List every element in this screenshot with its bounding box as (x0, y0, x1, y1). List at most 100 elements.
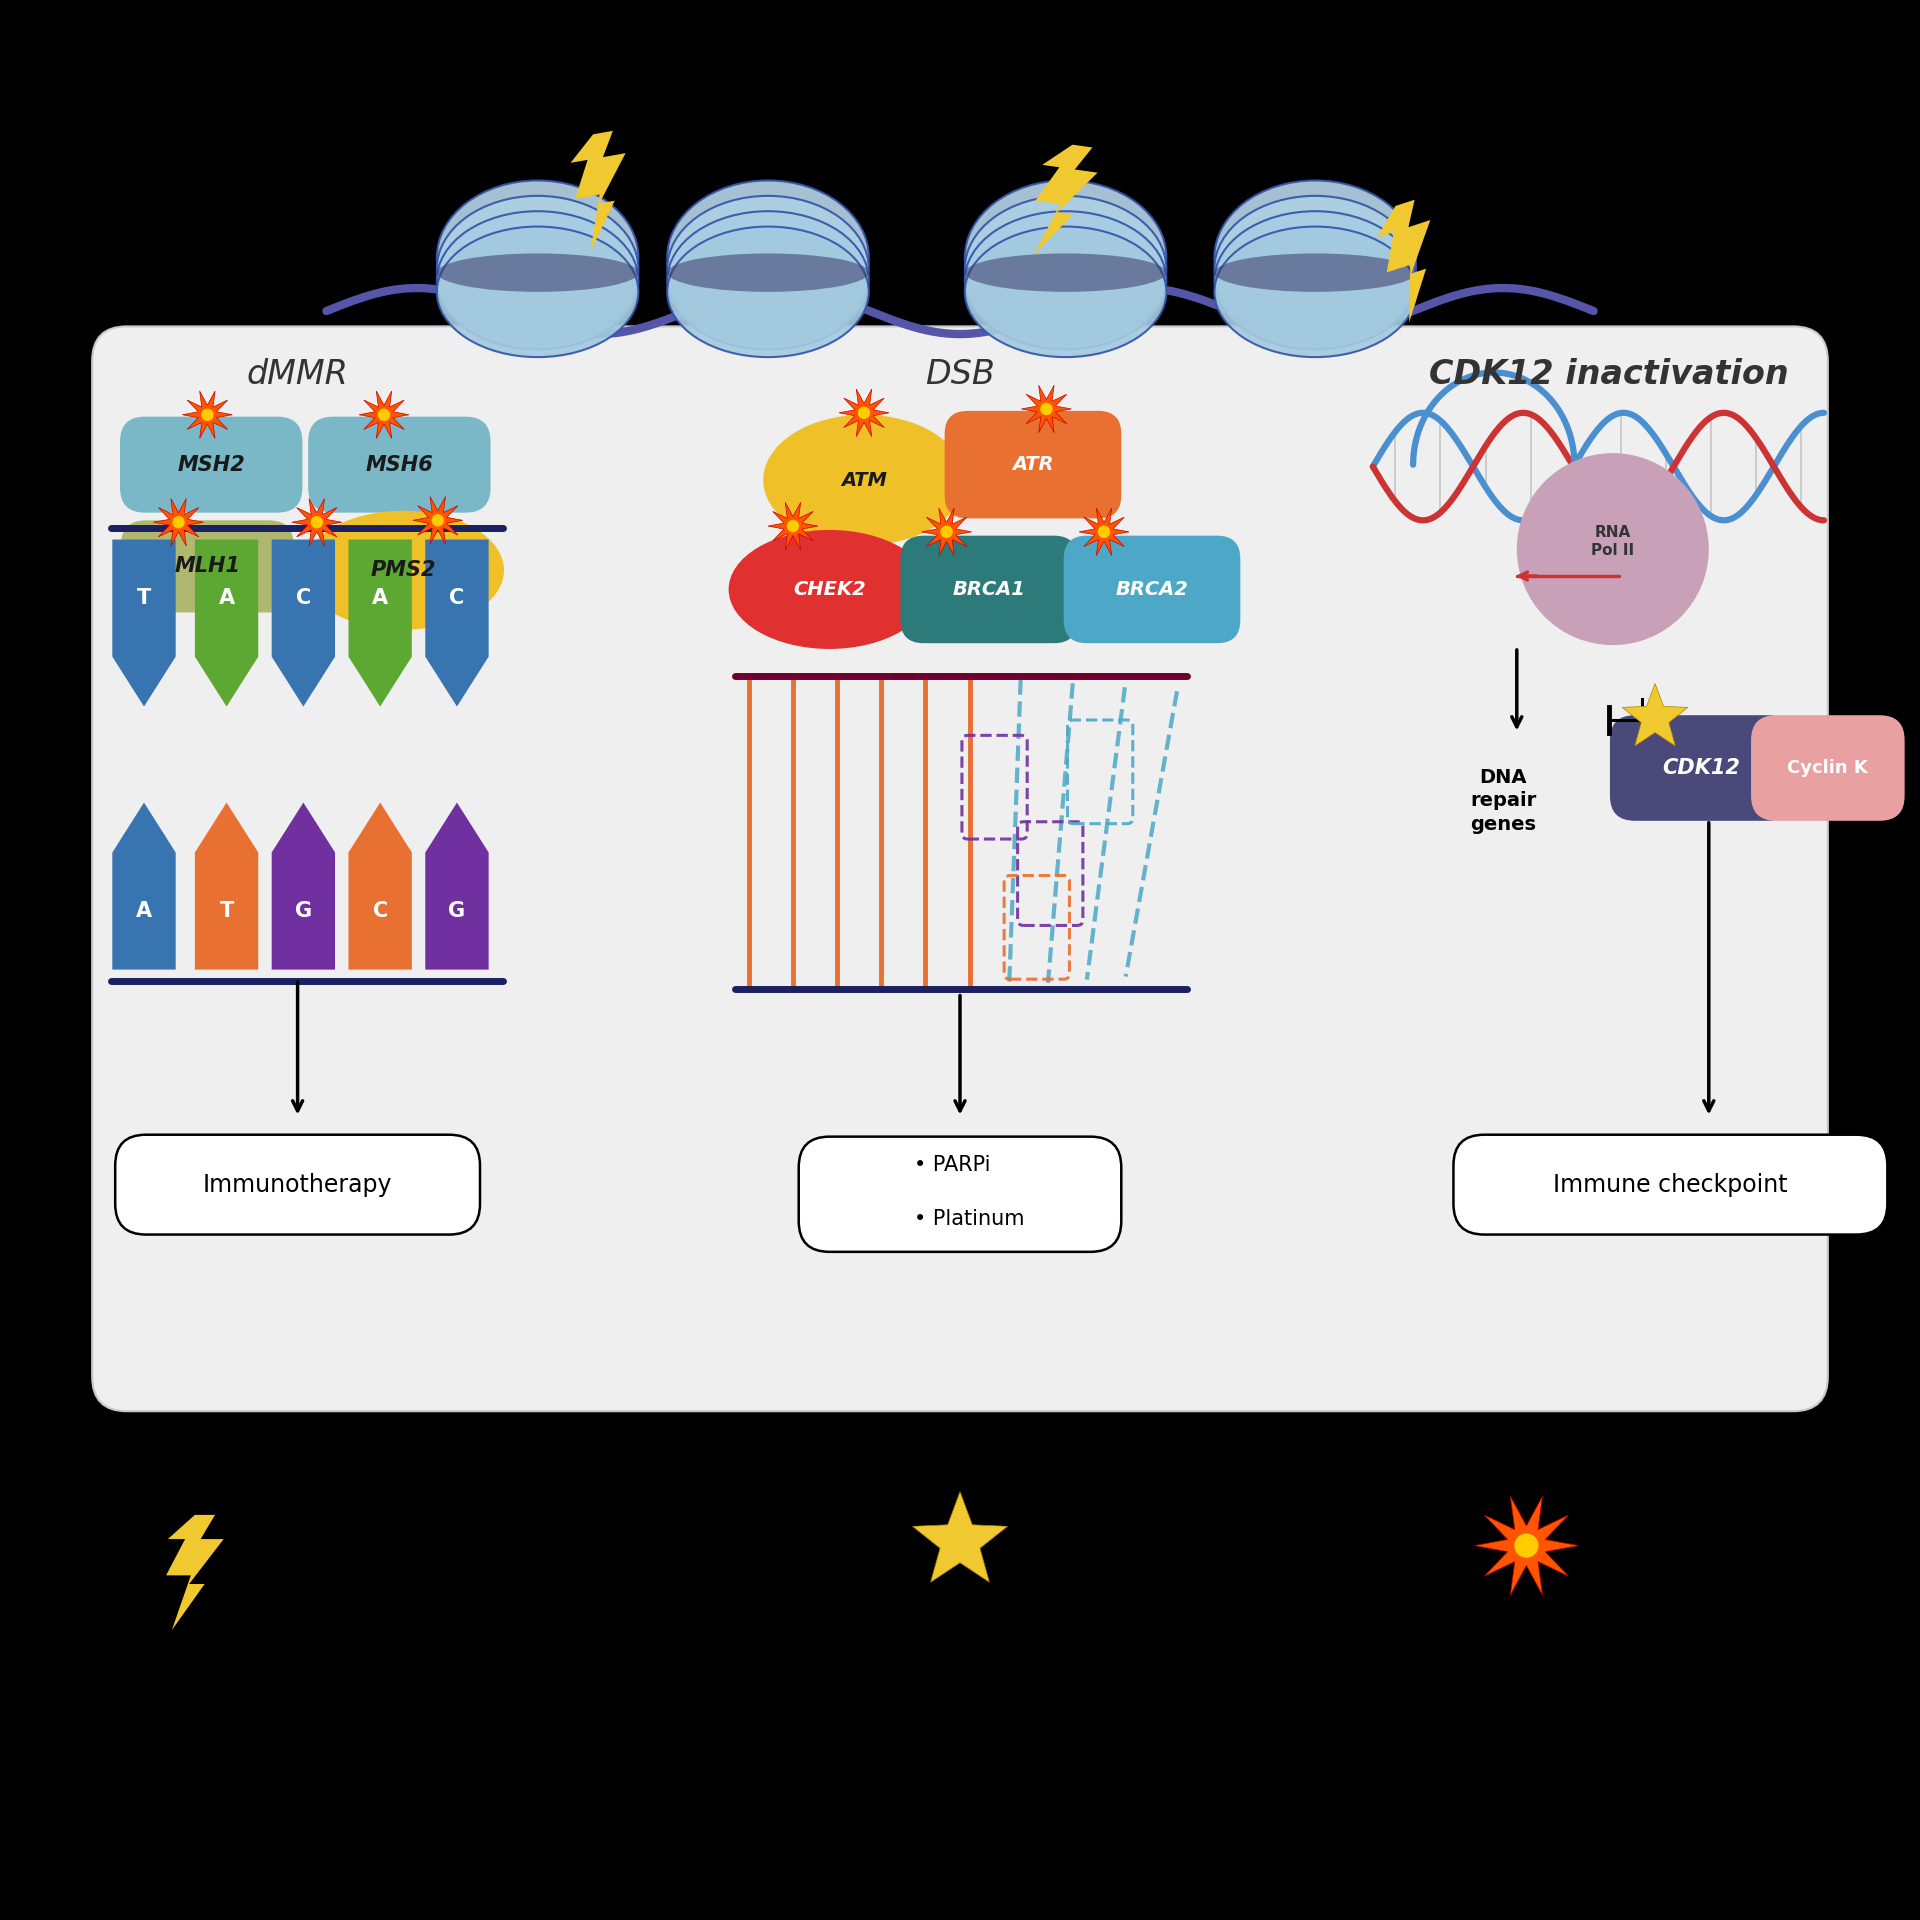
Polygon shape (1079, 509, 1129, 555)
Text: T: T (219, 900, 234, 922)
Ellipse shape (730, 530, 929, 649)
Ellipse shape (966, 180, 1167, 334)
Circle shape (173, 516, 184, 528)
Polygon shape (912, 1492, 1008, 1582)
Text: MSH6: MSH6 (365, 455, 434, 474)
Polygon shape (154, 499, 204, 545)
FancyBboxPatch shape (92, 326, 1828, 1411)
Text: CHEK2: CHEK2 (793, 580, 866, 599)
Polygon shape (570, 131, 626, 252)
Text: ATR: ATR (1012, 455, 1054, 474)
Polygon shape (349, 540, 413, 707)
FancyBboxPatch shape (1751, 714, 1905, 822)
Polygon shape (768, 503, 818, 549)
Polygon shape (424, 803, 488, 970)
Circle shape (311, 516, 323, 528)
Polygon shape (273, 540, 334, 707)
Polygon shape (273, 803, 334, 970)
Text: RNA
Pol II: RNA Pol II (1592, 526, 1634, 557)
Circle shape (1041, 403, 1052, 415)
Polygon shape (1377, 200, 1430, 323)
Text: C: C (296, 588, 311, 609)
FancyBboxPatch shape (1453, 1135, 1887, 1235)
Ellipse shape (668, 253, 868, 292)
Polygon shape (167, 1515, 223, 1630)
Ellipse shape (438, 180, 637, 334)
Text: C: C (449, 588, 465, 609)
Ellipse shape (301, 511, 503, 630)
Polygon shape (111, 540, 177, 707)
Ellipse shape (668, 211, 868, 349)
Ellipse shape (1215, 196, 1417, 342)
FancyBboxPatch shape (799, 1137, 1121, 1252)
Ellipse shape (966, 211, 1167, 349)
Polygon shape (413, 497, 463, 543)
Polygon shape (359, 392, 409, 438)
Polygon shape (1622, 684, 1688, 747)
Circle shape (941, 526, 952, 538)
FancyBboxPatch shape (1609, 714, 1793, 822)
Ellipse shape (668, 196, 868, 342)
Text: A: A (372, 588, 388, 609)
Text: dMMR: dMMR (246, 357, 349, 392)
FancyBboxPatch shape (115, 1135, 480, 1235)
Text: CDK12 inactivation: CDK12 inactivation (1428, 357, 1789, 392)
Text: CDK12: CDK12 (1663, 758, 1740, 778)
Ellipse shape (438, 211, 637, 349)
Text: Cyclin K: Cyclin K (1788, 758, 1868, 778)
Text: G: G (449, 900, 465, 922)
Polygon shape (1033, 144, 1098, 255)
Text: MLH1: MLH1 (175, 557, 240, 576)
Ellipse shape (764, 415, 966, 545)
Ellipse shape (966, 196, 1167, 342)
Circle shape (787, 520, 799, 532)
FancyBboxPatch shape (121, 520, 294, 612)
Ellipse shape (438, 253, 637, 292)
Polygon shape (182, 392, 232, 438)
Polygon shape (111, 803, 177, 970)
Text: PMS2: PMS2 (371, 561, 436, 580)
Text: DNA
repair
genes: DNA repair genes (1471, 768, 1536, 833)
Ellipse shape (966, 227, 1167, 357)
Text: G: G (296, 900, 311, 922)
Polygon shape (349, 803, 413, 970)
Text: ATM: ATM (841, 470, 887, 490)
Ellipse shape (1215, 227, 1417, 357)
Ellipse shape (966, 253, 1167, 292)
FancyBboxPatch shape (119, 417, 301, 513)
Polygon shape (196, 540, 257, 707)
Polygon shape (1021, 386, 1071, 432)
Polygon shape (1475, 1496, 1578, 1596)
Text: • PARPi: • PARPi (914, 1156, 991, 1175)
Ellipse shape (668, 180, 868, 334)
Text: T: T (136, 588, 152, 609)
FancyBboxPatch shape (945, 411, 1121, 518)
Text: BRCA1: BRCA1 (952, 580, 1025, 599)
Circle shape (1515, 1534, 1538, 1557)
Text: BRCA2: BRCA2 (1116, 580, 1188, 599)
Circle shape (1098, 526, 1110, 538)
Circle shape (202, 409, 213, 420)
FancyBboxPatch shape (307, 417, 490, 513)
Polygon shape (839, 390, 889, 436)
Text: A: A (136, 900, 152, 922)
Ellipse shape (438, 196, 637, 342)
Ellipse shape (1215, 180, 1417, 334)
Ellipse shape (668, 227, 868, 357)
Ellipse shape (438, 227, 637, 357)
Text: C: C (372, 900, 388, 922)
Ellipse shape (1215, 253, 1417, 292)
Polygon shape (292, 499, 342, 545)
Circle shape (858, 407, 870, 419)
Text: Immune checkpoint: Immune checkpoint (1553, 1173, 1788, 1196)
Circle shape (432, 515, 444, 526)
Polygon shape (196, 803, 257, 970)
Text: • Platinum: • Platinum (914, 1210, 1025, 1229)
Ellipse shape (1215, 211, 1417, 349)
Circle shape (1517, 453, 1709, 645)
Text: Immunotherapy: Immunotherapy (204, 1173, 392, 1196)
Text: A: A (219, 588, 234, 609)
Polygon shape (922, 509, 972, 555)
Text: MSH2: MSH2 (177, 455, 246, 474)
FancyBboxPatch shape (1064, 536, 1240, 643)
